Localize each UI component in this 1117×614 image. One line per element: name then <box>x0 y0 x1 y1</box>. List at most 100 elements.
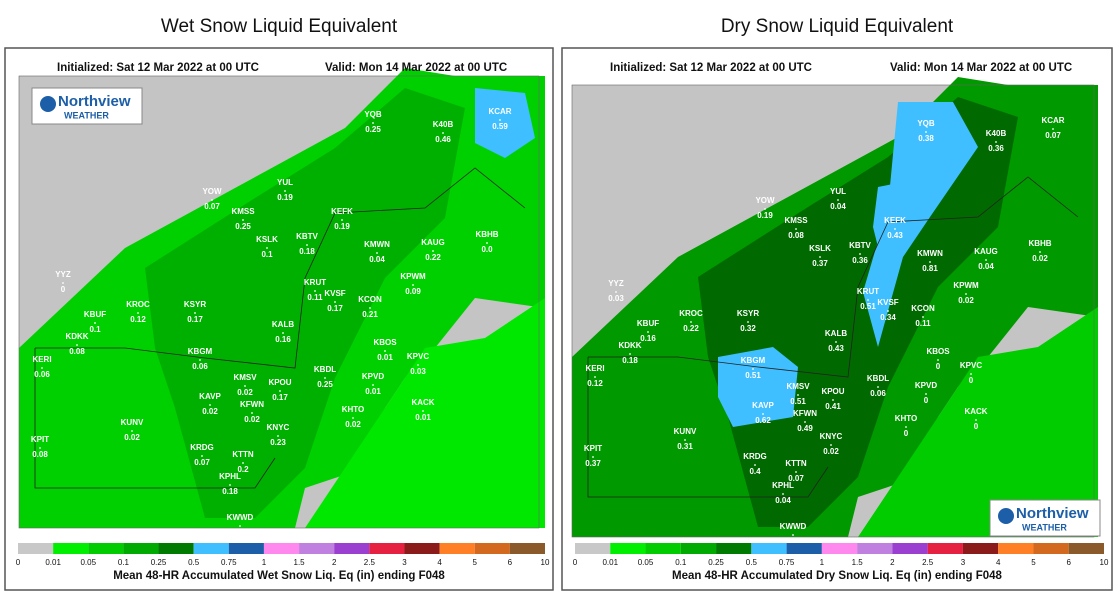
station-id: KFWN <box>240 400 264 409</box>
station-id: KBUF <box>637 319 659 328</box>
station-value: 0 <box>924 396 929 405</box>
station-dot <box>201 455 203 457</box>
colorbar-segment <box>158 543 194 554</box>
station-dot <box>782 493 784 495</box>
station-value: 0.18 <box>622 356 638 365</box>
station-dot <box>835 341 837 343</box>
station-dot <box>995 141 997 143</box>
station-dot <box>754 464 756 466</box>
station-id: KACK <box>411 398 434 407</box>
station-value: 0.19 <box>277 193 293 202</box>
station-value: 0.09 <box>405 287 421 296</box>
station-value: 0.62 <box>755 416 771 425</box>
station-dot <box>372 384 374 386</box>
station-dot <box>369 307 371 309</box>
station-value: 0.11 <box>307 293 323 302</box>
station-id: KTTN <box>785 459 807 468</box>
station-value: 0.43 <box>828 344 844 353</box>
colorbar-label: 0.01 <box>602 558 618 567</box>
station-dot <box>877 386 879 388</box>
station-value: 0.51 <box>745 371 761 380</box>
station-value: 0.02 <box>958 296 974 305</box>
station-id: KPHL <box>219 472 241 481</box>
station-id: KMSS <box>231 207 255 216</box>
station-dot <box>442 132 444 134</box>
station-value: 0.17 <box>272 393 288 402</box>
station-value: 0.22 <box>683 324 699 333</box>
station-id: KAVP <box>752 401 774 410</box>
colorbar-segment <box>786 543 822 554</box>
station-id: KNYC <box>820 432 843 441</box>
station-id: KPVD <box>362 372 384 381</box>
station-id: KALB <box>272 320 294 329</box>
colorbar-segment <box>821 543 858 554</box>
colorbar-segment <box>610 543 646 554</box>
station-id: KMSV <box>233 373 257 382</box>
precip-region <box>145 88 465 518</box>
station-id: K40B <box>433 120 454 129</box>
station-value: 0 <box>936 362 941 371</box>
station-value: 0.04 <box>978 262 994 271</box>
colorbar-segment <box>193 543 229 554</box>
station-dot <box>985 259 987 261</box>
station-id: KCAR <box>488 107 511 116</box>
colorbar-label: 1 <box>262 558 267 567</box>
station-value: 0.19 <box>757 211 773 220</box>
station-dot <box>925 393 927 395</box>
station-id: KBHB <box>1028 239 1051 248</box>
colorbar-label: 10 <box>541 558 550 567</box>
logo-sub: WEATHER <box>64 110 109 120</box>
colorbar-segment <box>927 543 963 554</box>
station-dot <box>690 321 692 323</box>
station-id: YYZ <box>55 270 71 279</box>
station-id: KEFK <box>884 216 906 225</box>
station-value: 0.16 <box>640 334 656 343</box>
colorbar-segment <box>123 543 159 554</box>
valid-time: Valid: Mon 14 Mar 2022 at 00 UTC <box>890 62 1072 74</box>
station-dot <box>647 331 649 333</box>
station-id: YOW <box>202 187 222 196</box>
station-value: 0.25 <box>235 222 251 231</box>
station-dot <box>412 284 414 286</box>
station-value: 0.31 <box>677 442 693 451</box>
colorbar-label: 0.75 <box>779 558 795 567</box>
snow-max <box>718 347 798 427</box>
colorbar-label: 6 <box>1067 558 1072 567</box>
colorbar-label: 0.05 <box>80 558 96 567</box>
station-id: KCON <box>911 304 935 313</box>
station-value: 0.08 <box>69 347 85 356</box>
station-dot <box>922 316 924 318</box>
station-value: 0.04 <box>830 202 846 211</box>
station-id: KPVD <box>915 381 937 390</box>
colorbar-label: 4 <box>437 558 442 567</box>
station-dot <box>859 253 861 255</box>
colorbar-segment <box>299 543 335 554</box>
colorbar-segment <box>575 543 611 554</box>
station-value: 0.01 <box>377 353 393 362</box>
colorbar-label: 0.01 <box>45 558 61 567</box>
station-dot <box>894 228 896 230</box>
station-dot <box>137 312 139 314</box>
station-id: KWWD <box>780 522 807 531</box>
station-id: KPOU <box>268 378 291 387</box>
station-id: KRDG <box>743 452 767 461</box>
colorbar-segment <box>680 543 717 554</box>
station-id: KRUT <box>857 287 879 296</box>
station-id: KSYR <box>184 300 206 309</box>
colorbar-label: 0.5 <box>188 558 200 567</box>
map-panel: Dry Snow Liquid Equivalent YQB 0.38 K40B 0.3… <box>561 16 1113 591</box>
station-value: 0.02 <box>244 415 260 424</box>
colorbar-segment <box>509 543 545 554</box>
station-id: KSLK <box>809 244 831 253</box>
station-id: KVSF <box>324 289 345 298</box>
colorbar-segment <box>751 543 787 554</box>
station-dot <box>432 250 434 252</box>
station-id: KRDG <box>190 443 214 452</box>
station-value: 0.02 <box>237 388 253 397</box>
station-id: KPOU <box>821 387 844 396</box>
station-id: KPIT <box>31 435 49 444</box>
colorbar-segment <box>892 543 928 554</box>
station-dot <box>209 404 211 406</box>
station-id: K40B <box>986 129 1007 138</box>
